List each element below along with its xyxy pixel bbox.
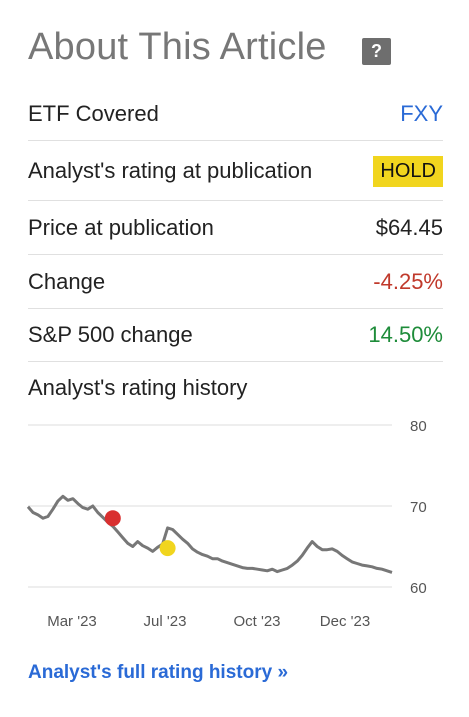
rating-label: Analyst's rating at publication xyxy=(28,158,313,183)
hold-marker[interactable] xyxy=(159,540,176,557)
x-tick-label: Mar '23 xyxy=(47,613,97,630)
etf-covered-label: ETF Covered xyxy=(28,101,159,126)
etf-ticker-link[interactable]: FXY xyxy=(400,101,443,126)
title-row: About This Article ? xyxy=(28,22,448,74)
x-tick-label: Dec '23 xyxy=(320,613,370,630)
full-rating-history-link[interactable]: Analyst's full rating history » xyxy=(28,662,289,683)
divider xyxy=(28,254,443,255)
rating-row: Analyst's rating at publication HOLD xyxy=(28,154,443,188)
y-tick-label: 60 xyxy=(410,580,427,597)
chart-grid xyxy=(28,424,392,588)
divider xyxy=(28,308,443,309)
sell-marker[interactable] xyxy=(104,510,121,527)
sp500-label: S&P 500 change xyxy=(28,322,193,347)
y-tick-label: 70 xyxy=(410,499,427,516)
hold-badge: HOLD xyxy=(373,155,443,187)
page-title: About This Article xyxy=(28,26,327,68)
price-line xyxy=(26,494,393,574)
rating-history-heading: Analyst's rating history xyxy=(28,375,248,400)
y-axis-ticks: 80 70 60 xyxy=(410,418,427,597)
help-icon[interactable]: ? xyxy=(362,38,391,65)
divider xyxy=(28,361,443,362)
rating-history-chart: 80 70 60 Mar '23 Jul '23 Oct '23 Dec '23 xyxy=(26,418,427,630)
y-tick-label: 80 xyxy=(410,418,427,435)
sp500-row: S&P 500 change 14.50% xyxy=(28,319,443,351)
divider xyxy=(28,200,443,201)
divider xyxy=(28,140,443,141)
price-value: $64.45 xyxy=(375,215,443,240)
change-row: Change -4.25% xyxy=(28,266,443,298)
change-label: Change xyxy=(28,269,106,294)
etf-covered-row: ETF Covered FXY xyxy=(28,98,443,130)
price-row: Price at publication $64.45 xyxy=(28,212,443,244)
change-value: -4.25% xyxy=(373,269,443,294)
x-tick-label: Jul '23 xyxy=(144,613,187,630)
sp500-value: 14.50% xyxy=(368,322,443,347)
x-tick-label: Oct '23 xyxy=(233,613,280,630)
rating-markers xyxy=(104,510,176,557)
price-label: Price at publication xyxy=(28,215,214,240)
x-axis-ticks: Mar '23 Jul '23 Oct '23 Dec '23 xyxy=(47,613,370,630)
